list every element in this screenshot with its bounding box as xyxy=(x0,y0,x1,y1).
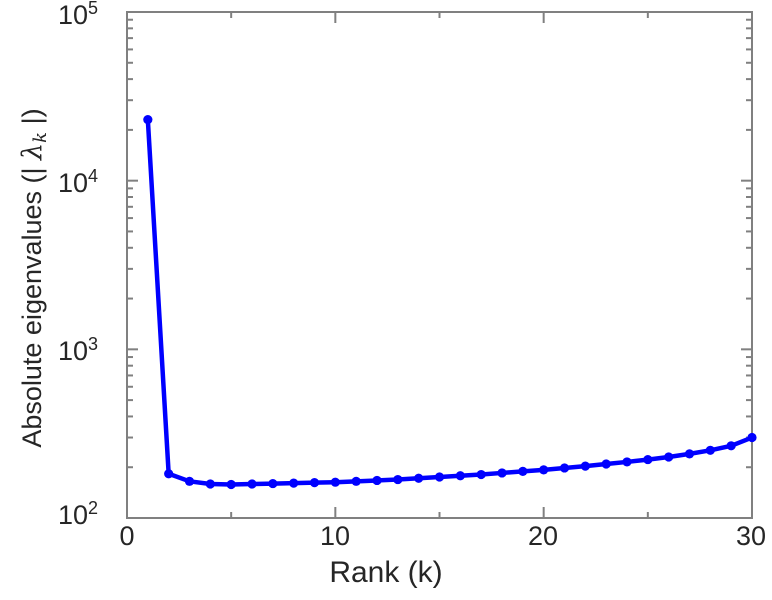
data-point xyxy=(559,463,570,473)
data-point xyxy=(622,457,632,467)
y-tick-label-1000: 103 xyxy=(58,334,99,366)
y-tick-label-100000: 105 xyxy=(58,0,99,30)
x-axis-label: Rank (k) xyxy=(329,556,443,589)
axis-ticks xyxy=(126,11,753,519)
data-point xyxy=(372,475,382,486)
x-tick-label-30: 30 xyxy=(735,521,767,551)
x-tick-label-0: 0 xyxy=(119,521,135,551)
y-tick-label-10000: 104 xyxy=(58,166,99,198)
data-point xyxy=(747,432,757,443)
data-point xyxy=(414,473,424,483)
data-point xyxy=(580,461,590,471)
data-point xyxy=(247,479,257,489)
eigenvalue-series-line xyxy=(145,117,755,487)
data-point xyxy=(330,477,340,487)
data-point xyxy=(184,476,195,486)
data-point xyxy=(205,479,215,489)
eigenvalue-series-markers xyxy=(143,115,757,490)
data-point xyxy=(455,471,465,481)
data-point xyxy=(289,478,299,488)
data-point xyxy=(268,478,278,489)
data-point xyxy=(518,466,528,476)
data-point xyxy=(497,468,507,478)
data-point xyxy=(726,441,736,451)
data-point xyxy=(393,474,403,485)
data-point xyxy=(309,478,320,488)
data-point xyxy=(539,465,549,475)
data-point xyxy=(434,472,445,482)
data-point xyxy=(684,449,695,459)
data-point xyxy=(226,479,236,490)
axes-frame xyxy=(126,11,753,519)
data-point xyxy=(143,115,153,125)
data-point xyxy=(643,454,653,465)
data-point xyxy=(664,452,674,462)
y-tick-label-100: 102 xyxy=(58,498,99,530)
data-point xyxy=(164,469,174,479)
data-point xyxy=(601,459,611,469)
data-point xyxy=(351,476,361,486)
x-tick-label-10: 10 xyxy=(319,521,351,551)
x-tick-label-20: 20 xyxy=(527,521,559,551)
data-point xyxy=(476,469,486,480)
data-point xyxy=(705,445,715,455)
